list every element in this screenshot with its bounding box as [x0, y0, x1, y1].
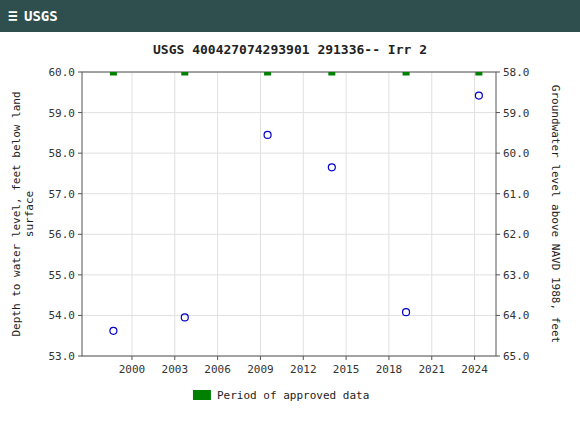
y2-tick-label: 62.0: [503, 228, 530, 241]
point: [110, 327, 117, 334]
y-tick-label: 57.0: [49, 188, 76, 201]
legend-swatch: [193, 390, 211, 400]
y-tick: [78, 315, 82, 316]
grid-line: [82, 112, 496, 113]
header-bar: [0, 0, 580, 32]
grid-line: [82, 153, 496, 154]
y2-tick: [496, 274, 500, 275]
grid-line: [474, 72, 475, 356]
grid-line: [82, 274, 496, 275]
x-tick-label: 2006: [204, 363, 231, 376]
point: [475, 92, 482, 99]
legend-label: Period of approved data: [217, 389, 369, 402]
grid-line: [431, 72, 432, 356]
x-tick-label: 2012: [290, 363, 317, 376]
x-tick: [174, 356, 175, 360]
series: [110, 72, 482, 76]
y2-tick: [496, 153, 500, 154]
point: [181, 314, 188, 321]
x-tick: [217, 356, 218, 360]
y-tick-label: 56.0: [49, 228, 76, 241]
grid-line: [174, 72, 175, 356]
grid-line: [82, 193, 496, 194]
y-tick-label: 54.0: [49, 309, 76, 322]
y-tick: [78, 356, 82, 357]
title: USGS 400427074293901 291336-- Irr 2: [153, 42, 427, 57]
header-text: ≡: [8, 6, 18, 25]
y2-tick-label: 64.0: [503, 309, 530, 322]
point: [328, 164, 335, 171]
y2-tick-label: 59.0: [503, 107, 530, 120]
grid-line: [82, 315, 496, 316]
y-tick: [78, 274, 82, 275]
square-marker: [110, 72, 117, 76]
y2-tick: [496, 72, 500, 73]
y2-tick: [496, 315, 500, 316]
legend: Period of approved data: [193, 389, 369, 402]
series: [110, 92, 482, 334]
grid-line: [303, 72, 304, 356]
square-marker: [181, 72, 188, 76]
square-marker: [475, 72, 482, 76]
y-axis-label-line: surface: [23, 191, 36, 237]
x-tick: [431, 356, 432, 360]
grid: [82, 72, 496, 356]
y-tick-label: 53.0: [49, 350, 76, 363]
y-tick-label: 59.0: [49, 107, 76, 120]
grid-line: [131, 72, 132, 356]
square-marker: [403, 72, 410, 76]
y2-tick-label: 58.0: [503, 66, 530, 79]
x-tick-label: 2024: [461, 363, 488, 376]
x-tick-label: 2021: [419, 363, 446, 376]
y2-tick-label: 61.0: [503, 188, 530, 201]
y-axis-label: Depth to water level, feet below landsur…: [10, 91, 36, 336]
grid-line: [260, 72, 261, 356]
x-tick: [346, 356, 347, 360]
y-tick: [78, 234, 82, 235]
header-text: USGS: [24, 8, 58, 24]
x-tick-label: 2018: [376, 363, 403, 376]
x-tick-label: 2003: [162, 363, 189, 376]
y-tick-label: 58.0: [49, 147, 76, 160]
y2-tick: [496, 234, 500, 235]
x-tick-label: 2000: [119, 363, 146, 376]
x-tick-label: 2015: [333, 363, 360, 376]
x-tick: [303, 356, 304, 360]
x-tick: [474, 356, 475, 360]
point: [264, 131, 271, 138]
y2-axis-label: Groundwater level above NAVD 1988, feet: [549, 85, 562, 343]
x-tick: [131, 356, 132, 360]
y2-tick: [496, 356, 500, 357]
y2-tick-label: 63.0: [503, 269, 530, 282]
y-tick: [78, 112, 82, 113]
x-tick-label: 2009: [247, 363, 274, 376]
grid-line: [217, 72, 218, 356]
y-axis-label-line: Depth to water level, feet below land: [10, 91, 23, 336]
y-tick: [78, 153, 82, 154]
x-tick: [260, 356, 261, 360]
grid-line: [82, 234, 496, 235]
square-marker: [328, 72, 335, 76]
y-tick: [78, 193, 82, 194]
chart: ≡ USGS USGS 400427074293901 291336-- Irr 2…: [0, 0, 580, 430]
y2-tick-label: 60.0: [503, 147, 530, 160]
grid-line: [388, 72, 389, 356]
y-tick-label: 60.0: [49, 66, 76, 79]
y2-tick: [496, 112, 500, 113]
grid-line: [346, 72, 347, 356]
plot-frame: [82, 72, 496, 356]
square-marker: [264, 72, 271, 76]
y-tick-label: 55.0: [49, 269, 76, 282]
y2-tick: [496, 193, 500, 194]
point: [403, 309, 410, 316]
y-tick: [78, 72, 82, 73]
axes: 2000 2003 2006 2009 2012 2015 2018 2021 2024 53.0…: [49, 66, 530, 376]
y2-tick-label: 65.0: [503, 350, 530, 363]
x-tick: [388, 356, 389, 360]
marks: [110, 72, 482, 334]
